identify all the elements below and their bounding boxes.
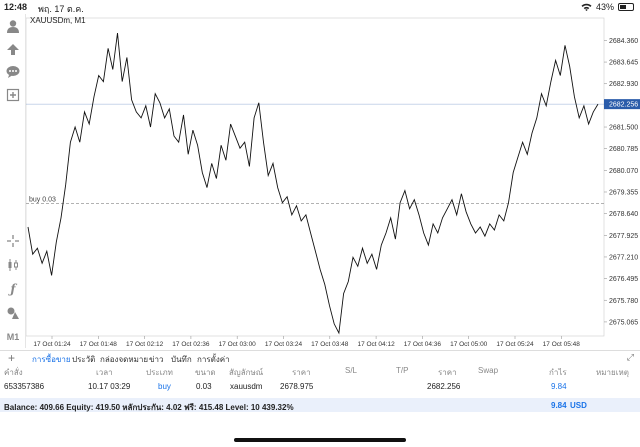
order-symbol: xauusdm bbox=[230, 382, 263, 391]
clock: 12:48 bbox=[4, 2, 28, 12]
tab-trade[interactable]: การซื้อขาย bbox=[32, 355, 71, 364]
timeframe-button[interactable]: M1 bbox=[6, 332, 20, 342]
profit-currency: USD bbox=[570, 401, 587, 410]
x-tick-label: 17 Oct 05:00 bbox=[450, 341, 488, 348]
y-tick-label: 2679.355 bbox=[609, 189, 638, 196]
date: พฤ. 17 ต.ค. bbox=[38, 4, 84, 14]
chat-icon[interactable] bbox=[4, 63, 22, 81]
y-tick-label: 2677.210 bbox=[609, 254, 638, 261]
order-open-price: 2678.975 bbox=[280, 382, 314, 391]
current-price-tag-text: 2682.256 bbox=[609, 102, 638, 109]
y-tick-label: 2676.495 bbox=[609, 276, 638, 283]
expand-icon[interactable]: ⤢ bbox=[626, 352, 634, 362]
chart-symbol-label: XAUUSDm, M1 bbox=[30, 16, 86, 25]
price-chart[interactable]: 2684.360 2683.645 2682.930 2681.500 2680.785… bbox=[25, 14, 640, 350]
y-tick-label: 2675.065 bbox=[609, 319, 638, 326]
plot-frame bbox=[25, 17, 605, 337]
battery-percent: 43% bbox=[595, 2, 614, 12]
column-header: ขนาด bbox=[195, 368, 216, 377]
order-type: buy bbox=[158, 382, 171, 391]
y-tick-label: 2678.640 bbox=[609, 211, 638, 218]
column-header: ราคา bbox=[292, 368, 311, 377]
x-tick-label: 17 Oct 03:24 bbox=[265, 341, 303, 348]
tab-mailbox[interactable]: กล่องจดหมาย bbox=[100, 355, 149, 364]
column-header: ราคา bbox=[438, 368, 457, 377]
function-icon[interactable]: ƒ bbox=[10, 282, 16, 296]
x-tick-label: 17 Oct 03:00 bbox=[219, 341, 257, 348]
table-row[interactable]: 653357386 10.17 03:29 buy 0.03 xauusdm 2… bbox=[0, 382, 640, 396]
x-tick-label: 17 Oct 02:12 bbox=[126, 341, 164, 348]
column-header: หมายเหตุ bbox=[596, 368, 629, 377]
y-tick-label: 2680.070 bbox=[609, 168, 638, 175]
current-price-tag bbox=[604, 99, 640, 110]
column-header: เวลา bbox=[96, 368, 113, 377]
column-header: คำสั่ง bbox=[4, 368, 23, 377]
column-header: S/L bbox=[345, 366, 358, 375]
balance-summary: Balance: 409.66 Equity: 419.50 หลักประกั… bbox=[4, 403, 294, 412]
table-header: คำสั่ง เวลา ประเภท ขนาด สัญลักษณ์ ราคา S… bbox=[0, 366, 640, 378]
order-current-price: 2682.256 bbox=[427, 382, 461, 391]
tab-settings[interactable]: การตั้งค่า bbox=[197, 355, 230, 364]
column-header: กำไร bbox=[549, 368, 567, 377]
y-tick-label: 2677.925 bbox=[609, 233, 638, 240]
x-tick-label: 17 Oct 04:36 bbox=[404, 341, 442, 348]
candles-icon[interactable] bbox=[4, 256, 22, 274]
add-icon[interactable]: + bbox=[8, 351, 16, 365]
buy-level-label: buy 0.03 bbox=[29, 197, 56, 204]
column-header: ประเภท bbox=[146, 368, 173, 377]
y-tick-label: 2682.930 bbox=[609, 81, 638, 88]
x-tick-label: 17 Oct 02:36 bbox=[172, 341, 210, 348]
left-toolbar: ƒ M1 bbox=[0, 14, 26, 348]
x-tick-label: 17 Oct 05:48 bbox=[543, 341, 581, 348]
column-header: Swap bbox=[478, 366, 499, 375]
status-bar: 12:48 พฤ. 17 ต.ค. 43% bbox=[0, 0, 640, 14]
column-header: สัญลักษณ์ bbox=[229, 368, 264, 377]
tab-history[interactable]: ประวัติ bbox=[72, 355, 96, 364]
y-tick-label: 2680.785 bbox=[609, 146, 638, 153]
total-profit: 9.84 bbox=[551, 401, 567, 410]
price-chart-svg[interactable]: 2684.360 2683.645 2682.930 2681.500 2680.785… bbox=[25, 14, 640, 350]
x-tick-label: 17 Oct 01:24 bbox=[33, 341, 71, 348]
order-id: 653357386 bbox=[4, 382, 45, 391]
trade-icon[interactable] bbox=[4, 40, 22, 58]
balance-bar: Balance: 409.66 Equity: 419.50 หลักประกั… bbox=[0, 398, 640, 412]
wifi-icon bbox=[581, 3, 592, 11]
objects-icon[interactable] bbox=[4, 304, 22, 322]
order-volume: 0.03 bbox=[196, 382, 212, 391]
tab-journal[interactable]: บันทึก bbox=[171, 355, 192, 364]
order-time: 10.17 03:29 bbox=[88, 382, 131, 391]
price-series-line bbox=[27, 33, 599, 335]
y-tick-label: 2683.645 bbox=[609, 60, 638, 67]
x-tick-label: 17 Oct 05:24 bbox=[496, 341, 534, 348]
person-icon[interactable] bbox=[4, 17, 22, 35]
bottom-tabs: + การซื้อขาย ประวัติ กล่องจดหมาย ข่าว บั… bbox=[0, 350, 640, 365]
x-tick-label: 17 Oct 04:12 bbox=[357, 341, 395, 348]
y-tick-label: 2675.780 bbox=[609, 298, 638, 305]
x-tick-label: 17 Oct 03:48 bbox=[311, 341, 349, 348]
y-tick-label: 2684.360 bbox=[609, 38, 638, 45]
tab-news[interactable]: ข่าว bbox=[149, 355, 164, 364]
column-header: T/P bbox=[396, 366, 409, 375]
home-indicator[interactable] bbox=[234, 438, 406, 442]
battery-icon bbox=[618, 3, 634, 11]
crosshair-icon[interactable] bbox=[4, 232, 22, 250]
x-tick-label: 17 Oct 01:48 bbox=[80, 341, 118, 348]
add-icon[interactable] bbox=[4, 86, 22, 104]
order-profit: 9.84 bbox=[551, 382, 567, 391]
y-tick-label: 2681.500 bbox=[609, 125, 638, 132]
